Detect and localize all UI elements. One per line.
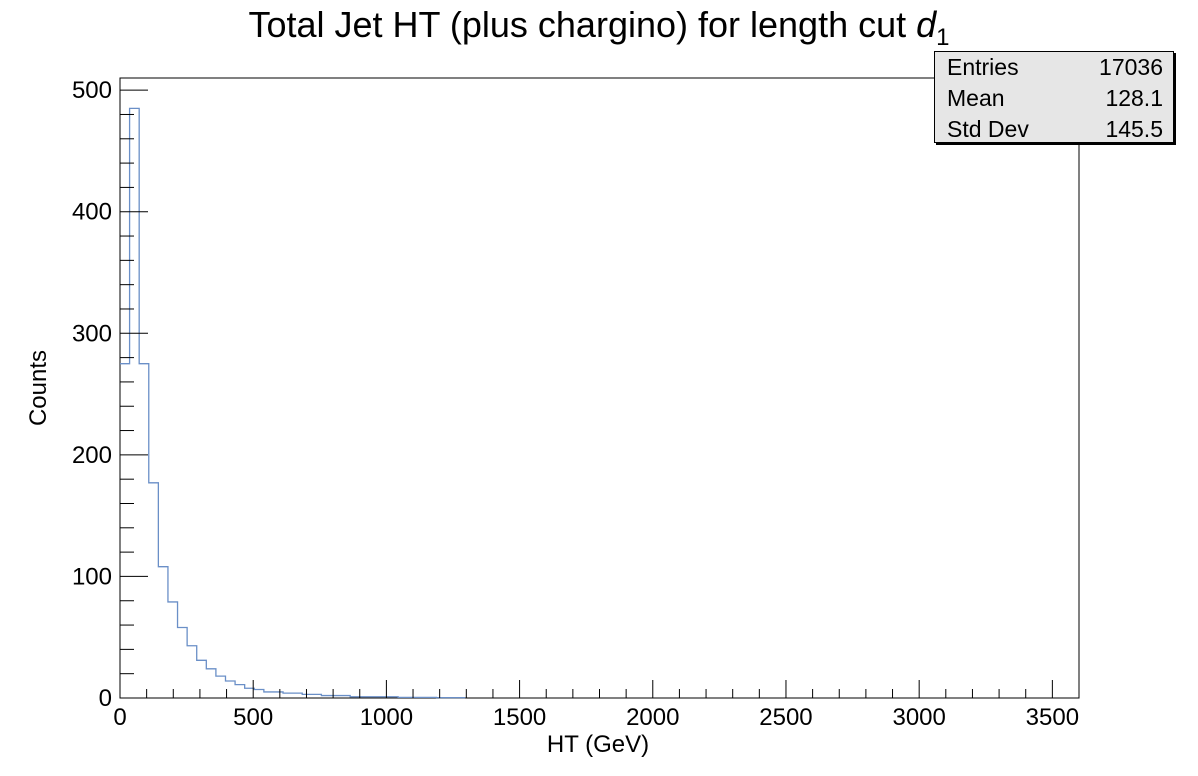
chart-title-subscript: 1 bbox=[936, 24, 950, 51]
histogram-bin bbox=[264, 692, 274, 698]
histogram-bin bbox=[149, 483, 159, 698]
x-tick-label: 2500 bbox=[759, 704, 812, 731]
stats-value-entries: 17036 bbox=[1099, 54, 1163, 80]
y-tick-label: 100 bbox=[72, 563, 112, 590]
chart-title-symbol: d bbox=[916, 4, 937, 45]
histogram-bin bbox=[187, 646, 197, 698]
histogram-bin bbox=[168, 602, 178, 698]
x-tick-label: 3500 bbox=[1026, 704, 1079, 731]
stats-key-entries: Entries bbox=[947, 54, 1019, 80]
histogram-bin bbox=[130, 108, 140, 698]
histogram-bin bbox=[216, 676, 226, 698]
stats-row-entries: Entries 17036 bbox=[947, 52, 1163, 83]
x-tick-label: 0 bbox=[113, 704, 126, 731]
stats-value-std-dev: 145.5 bbox=[1105, 116, 1163, 142]
x-axis-label: HT (GeV) bbox=[547, 731, 649, 758]
histogram-bin bbox=[273, 692, 283, 698]
plot-frame bbox=[119, 77, 1080, 699]
x-tick-label: 2000 bbox=[626, 704, 679, 731]
histogram-bin bbox=[178, 627, 188, 698]
chart-title-text: Total Jet HT (plus chargino) for length … bbox=[248, 4, 917, 45]
y-tick-label: 200 bbox=[72, 442, 112, 469]
y-tick-label: 0 bbox=[99, 685, 112, 712]
stats-key-mean: Mean bbox=[947, 85, 1005, 111]
y-axis-label: Counts bbox=[25, 350, 52, 426]
y-tick-label: 500 bbox=[72, 77, 112, 104]
chart-title: Total Jet HT (plus chargino) for length … bbox=[0, 4, 1198, 51]
histogram-bin bbox=[197, 660, 207, 698]
histogram-bin bbox=[139, 364, 149, 698]
histogram-bin bbox=[158, 567, 168, 698]
stats-row-mean: Mean 128.1 bbox=[947, 83, 1163, 114]
stats-box: Entries 17036 Mean 128.1 Std Dev 145.5 bbox=[934, 51, 1174, 143]
histogram-line bbox=[120, 107, 466, 699]
y-tick-label: 400 bbox=[72, 199, 112, 226]
histogram-bin bbox=[120, 364, 130, 698]
histogram-bin bbox=[293, 693, 303, 698]
histogram-bin bbox=[206, 669, 216, 698]
histogram-bin bbox=[283, 693, 293, 698]
stats-value-mean: 128.1 bbox=[1105, 85, 1163, 111]
histogram-bin bbox=[235, 685, 245, 698]
stats-row-std-dev: Std Dev 145.5 bbox=[947, 114, 1163, 145]
histogram-bin bbox=[254, 689, 264, 698]
x-tick-label: 1000 bbox=[360, 704, 413, 731]
x-tick-label: 1500 bbox=[493, 704, 546, 731]
x-tick-label: 500 bbox=[233, 704, 273, 731]
x-tick-label: 3000 bbox=[892, 704, 945, 731]
stats-key-std-dev: Std Dev bbox=[947, 116, 1029, 142]
y-tick-label: 300 bbox=[72, 320, 112, 347]
